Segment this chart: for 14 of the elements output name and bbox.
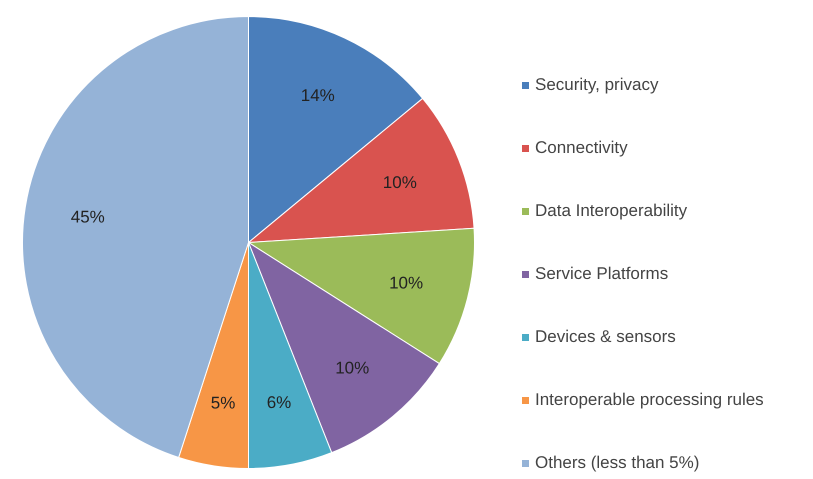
- legend-label: Interoperable processing rules: [535, 390, 764, 410]
- data-label: 10%: [382, 173, 417, 192]
- legend-label: Service Platforms: [535, 264, 668, 284]
- data-label: 10%: [335, 358, 370, 378]
- data-label: 14%: [300, 86, 335, 105]
- legend-label: Data Interoperability: [535, 201, 688, 221]
- legend-label: Devices & sensors: [535, 327, 676, 347]
- legend-label: Others (less than 5%): [535, 453, 700, 473]
- data-label: 6%: [266, 392, 292, 412]
- legend-label: Connectivity: [535, 138, 628, 158]
- data-label: 45%: [70, 208, 105, 227]
- data-label: 5%: [210, 394, 236, 413]
- data-label: 10%: [389, 273, 424, 292]
- legend-label: Security, privacy: [535, 75, 658, 95]
